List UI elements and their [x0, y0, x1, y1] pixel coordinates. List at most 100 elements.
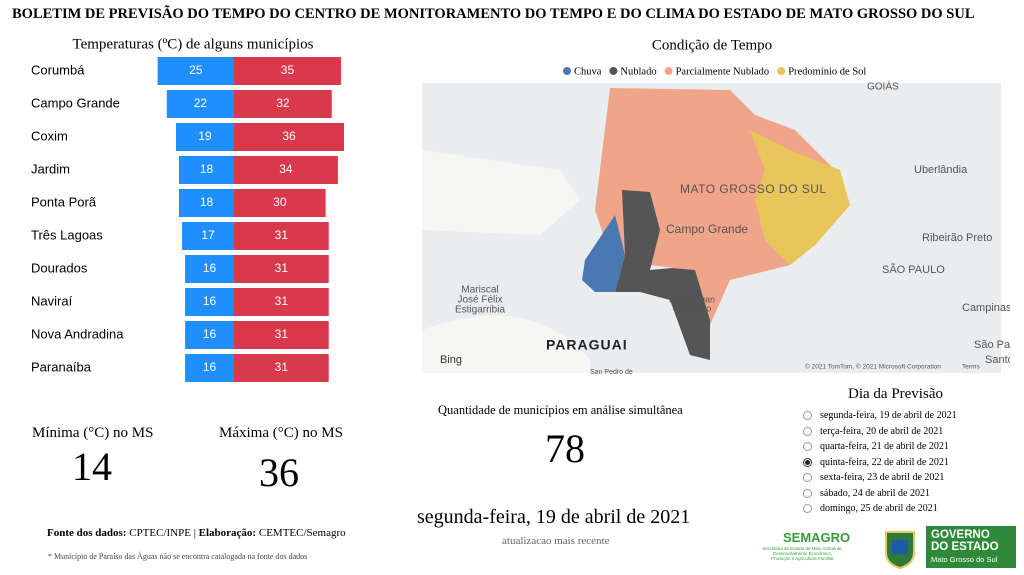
bar — [157, 57, 234, 85]
map-region — [595, 88, 850, 325]
option-label[interactable]: quinta-feira, 22 de abril de 2021 — [820, 456, 949, 468]
option-label[interactable]: sexta-feira, 23 de abril de 2021 — [820, 472, 945, 484]
forecast-option[interactable]: quinta-feira, 22 de abril de 2021 — [803, 455, 957, 471]
radio[interactable] — [803, 488, 812, 498]
value-label: 31 — [275, 327, 289, 341]
map-title: Condição de Tempo — [652, 37, 772, 53]
option-label[interactable]: sábado, 24 de abril de 2021 — [820, 487, 930, 499]
value-label: 16 — [203, 327, 217, 341]
value-label: 34 — [279, 162, 293, 176]
value-label: 25 — [189, 63, 203, 77]
legend-swatch — [609, 67, 618, 75]
map-terms[interactable]: Terms — [962, 364, 980, 371]
radio-dot — [805, 459, 810, 465]
legend-label: Parcialmente Nublado — [676, 66, 770, 77]
map-label: Santos — [985, 354, 1010, 366]
map-label: Pedro Juan — [669, 294, 715, 304]
date-note: atualizacao mais recente — [502, 535, 610, 547]
gov-logo — [926, 526, 1016, 568]
category-label: Nova Andradina — [31, 326, 124, 341]
radio[interactable] — [803, 504, 812, 514]
radio[interactable] — [803, 457, 812, 467]
legend-label: Predomínio de Sol — [788, 66, 866, 77]
option-label[interactable]: terça-feira, 20 de abril de 2021 — [820, 425, 944, 437]
bar — [234, 123, 344, 151]
map-copyright: © 2021 TomTom, © 2021 Microsoft Corporat… — [805, 363, 941, 371]
semagro-logo: SEMAGRO — [783, 530, 851, 545]
map-brand: Bing — [440, 354, 462, 366]
category-label: Corumbá — [31, 62, 85, 77]
radio[interactable] — [803, 426, 812, 436]
bar — [182, 222, 234, 250]
radio[interactable] — [803, 442, 812, 452]
legend-label: Nublado — [620, 66, 656, 77]
map-label: San Pedro de — [590, 369, 633, 376]
source: CPTEC/INPE | — [129, 527, 196, 539]
map-region — [582, 215, 625, 292]
map-label: Campinas — [962, 302, 1010, 314]
map-label: Campo Grande — [666, 222, 748, 236]
radio[interactable] — [803, 473, 812, 483]
category-label: Dourados — [31, 260, 88, 275]
forecast-title: Dia da Previsão — [848, 386, 943, 402]
category-label: Campo Grande — [31, 95, 120, 110]
forecast-option[interactable]: segunda-feira, 19 de abril de 2021 — [803, 408, 957, 424]
forecast-option[interactable]: quarta-feira, 21 de abril de 2021 — [803, 439, 957, 455]
option-label[interactable]: quarta-feira, 21 de abril de 2021 — [820, 441, 949, 453]
map-label: Caballero — [673, 303, 712, 313]
forecast-option[interactable]: sexta-feira, 23 de abril de 2021 — [803, 470, 957, 486]
value-label: 19 — [198, 129, 212, 143]
option-label[interactable]: segunda-feira, 19 de abril de 2021 — [820, 410, 957, 422]
forecast-option[interactable]: domingo, 25 de abril de 2021 — [803, 501, 957, 517]
semagro-sub-line: Secretaria de Estado de Meio Ambiente, — [762, 546, 843, 551]
gov-line: GOVERNO — [931, 529, 990, 541]
category-label: Coxim — [31, 128, 68, 143]
bar — [234, 354, 329, 382]
option-label[interactable]: domingo, 25 de abril de 2021 — [820, 503, 938, 515]
max-label: Máxima (°C) no MS — [219, 425, 343, 441]
min-value: 14 — [72, 444, 112, 489]
value-label: 16 — [203, 294, 217, 308]
bar — [179, 189, 234, 217]
legend-swatch — [777, 67, 786, 75]
bar — [185, 354, 234, 382]
map-label: MATO GROSSO DO SUL — [680, 182, 827, 196]
bar — [185, 288, 234, 316]
value-label: 30 — [273, 195, 287, 209]
forecast-option[interactable]: terça-feira, 20 de abril de 2021 — [803, 424, 957, 440]
map-region — [750, 130, 850, 265]
gov-text: GOVERNO DO ESTADO — [931, 529, 999, 553]
map-label: Ribeirão Preto — [922, 232, 992, 244]
forecast-options: segunda-feira, 19 de abril de 2021 terça-… — [803, 408, 957, 517]
max-value: 36 — [259, 450, 299, 495]
category-label: Três Lagoas — [31, 227, 103, 242]
value-label: 31 — [275, 228, 289, 242]
semagro-sub-line: Desenvolvimento Econômico, — [772, 551, 833, 556]
map-legend: Chuva Nublado Parcialmente Nublado Predomín… — [563, 66, 866, 77]
map-label: Estigarribia — [455, 305, 505, 316]
min-label: Mínima (°C) no MS — [32, 425, 154, 441]
footer-note: * Município de Paraíso das Águas não se … — [48, 552, 308, 561]
legend-label: Chuva — [574, 66, 602, 77]
bar — [234, 321, 329, 349]
value-label: 36 — [282, 129, 296, 143]
value-label: 18 — [200, 162, 214, 176]
footer-source: Fonte dos dados: CPTEC/INPE | Elaboração… — [47, 527, 346, 539]
bar — [166, 90, 234, 118]
forecast-option[interactable]: sábado, 24 de abril de 2021 — [803, 486, 957, 502]
gov-line: DO ESTADO — [931, 541, 999, 553]
count-value: 78 — [545, 426, 585, 471]
legend-swatch — [664, 67, 673, 75]
category-label: Paranaíba — [31, 359, 92, 374]
radio[interactable] — [803, 411, 812, 421]
credit: CEMTEC/Semagro — [258, 527, 346, 539]
map-label: Mariscal — [461, 285, 498, 296]
date: segunda-feira, 19 de abril de 2021 — [417, 506, 691, 528]
bar — [234, 156, 338, 184]
value-label: 18 — [200, 195, 214, 209]
map-label: SÃO PAULO — [882, 263, 945, 276]
gov-sub: Mato Grosso do Sul — [931, 555, 998, 564]
category-label: Ponta Porã — [31, 194, 97, 209]
semagro-sub: Secretaria de Estado de Meio Ambiente, D… — [755, 546, 850, 561]
